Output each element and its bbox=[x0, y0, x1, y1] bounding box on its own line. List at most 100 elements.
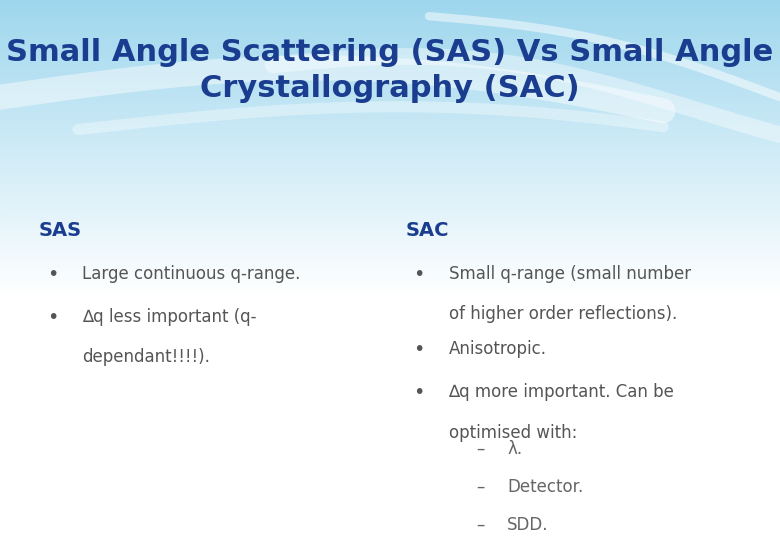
Bar bbox=[0, 463, 780, 464]
Bar bbox=[0, 158, 780, 160]
Bar bbox=[0, 328, 780, 329]
Bar bbox=[0, 329, 780, 331]
Bar bbox=[0, 108, 780, 110]
Bar bbox=[0, 115, 780, 117]
Bar bbox=[0, 513, 780, 515]
Bar bbox=[0, 441, 780, 443]
Bar bbox=[0, 23, 780, 25]
Bar bbox=[0, 320, 780, 322]
Text: •: • bbox=[413, 383, 425, 402]
Bar bbox=[0, 484, 780, 486]
Bar bbox=[0, 315, 780, 317]
Bar bbox=[0, 274, 780, 275]
Bar bbox=[0, 133, 780, 135]
Text: SAC: SAC bbox=[406, 221, 449, 240]
Bar bbox=[0, 65, 780, 66]
Bar bbox=[0, 288, 780, 290]
Bar bbox=[0, 81, 780, 83]
Bar bbox=[0, 196, 780, 198]
Bar bbox=[0, 508, 780, 509]
Bar bbox=[0, 63, 780, 65]
Bar bbox=[0, 410, 780, 412]
Bar bbox=[0, 153, 780, 155]
Bar bbox=[0, 123, 780, 124]
Bar bbox=[0, 272, 780, 274]
Bar bbox=[0, 76, 780, 77]
Bar bbox=[0, 157, 780, 158]
Bar bbox=[0, 369, 780, 371]
Bar bbox=[0, 241, 780, 243]
Bar bbox=[0, 79, 780, 81]
Bar bbox=[0, 444, 780, 447]
Bar bbox=[0, 52, 780, 54]
Bar bbox=[0, 452, 780, 454]
Bar bbox=[0, 326, 780, 328]
Bar bbox=[0, 29, 780, 31]
Bar bbox=[0, 437, 780, 439]
Bar bbox=[0, 313, 780, 315]
Bar bbox=[0, 209, 780, 211]
Bar bbox=[0, 83, 780, 85]
Bar bbox=[0, 482, 780, 484]
Bar bbox=[0, 461, 780, 463]
Bar bbox=[0, 535, 780, 536]
Bar bbox=[0, 61, 780, 63]
Bar bbox=[0, 38, 780, 39]
Bar bbox=[0, 147, 780, 150]
Bar bbox=[0, 39, 780, 42]
Bar bbox=[0, 47, 780, 49]
Bar bbox=[0, 477, 780, 479]
Bar bbox=[0, 228, 780, 231]
Bar bbox=[0, 450, 780, 452]
Bar bbox=[0, 538, 780, 540]
Bar bbox=[0, 498, 780, 501]
Bar bbox=[0, 191, 780, 193]
Bar bbox=[0, 254, 780, 255]
Bar bbox=[0, 214, 780, 216]
Bar bbox=[0, 259, 780, 261]
Bar bbox=[0, 106, 780, 108]
Bar bbox=[0, 358, 780, 360]
Bar bbox=[0, 96, 780, 97]
Bar bbox=[0, 528, 780, 529]
Bar bbox=[0, 43, 780, 45]
Text: –: – bbox=[476, 478, 484, 496]
Bar bbox=[0, 189, 780, 191]
Bar bbox=[0, 515, 780, 517]
Bar bbox=[0, 113, 780, 115]
Bar bbox=[0, 182, 780, 184]
Bar bbox=[0, 58, 780, 59]
Bar bbox=[0, 128, 780, 130]
Bar bbox=[0, 380, 780, 382]
Bar bbox=[0, 436, 780, 437]
Text: ∆q less important (q-: ∆q less important (q- bbox=[82, 308, 257, 326]
Bar bbox=[0, 282, 780, 285]
Bar bbox=[0, 353, 780, 355]
Bar bbox=[0, 49, 780, 50]
Bar bbox=[0, 101, 780, 103]
Bar bbox=[0, 333, 780, 335]
Bar bbox=[0, 387, 780, 389]
Bar bbox=[0, 533, 780, 535]
Bar bbox=[0, 481, 780, 482]
Bar bbox=[0, 454, 780, 455]
Bar bbox=[0, 285, 780, 286]
Bar bbox=[0, 490, 780, 491]
Bar bbox=[0, 474, 780, 475]
Bar bbox=[0, 150, 780, 151]
Text: Small Angle Scattering (SAS) Vs Small Angle
Crystallography (SAC): Small Angle Scattering (SAS) Vs Small An… bbox=[6, 38, 774, 103]
Bar bbox=[0, 400, 780, 401]
Bar bbox=[0, 455, 780, 457]
Bar bbox=[0, 160, 780, 162]
Bar bbox=[0, 385, 780, 387]
Bar bbox=[0, 205, 780, 207]
Bar bbox=[0, 389, 780, 390]
Bar bbox=[0, 394, 780, 396]
Bar bbox=[0, 495, 780, 497]
Bar bbox=[0, 277, 780, 279]
Bar bbox=[0, 509, 780, 511]
Bar bbox=[0, 85, 780, 86]
Bar bbox=[0, 234, 780, 236]
Bar bbox=[0, 247, 780, 248]
Bar bbox=[0, 16, 780, 18]
